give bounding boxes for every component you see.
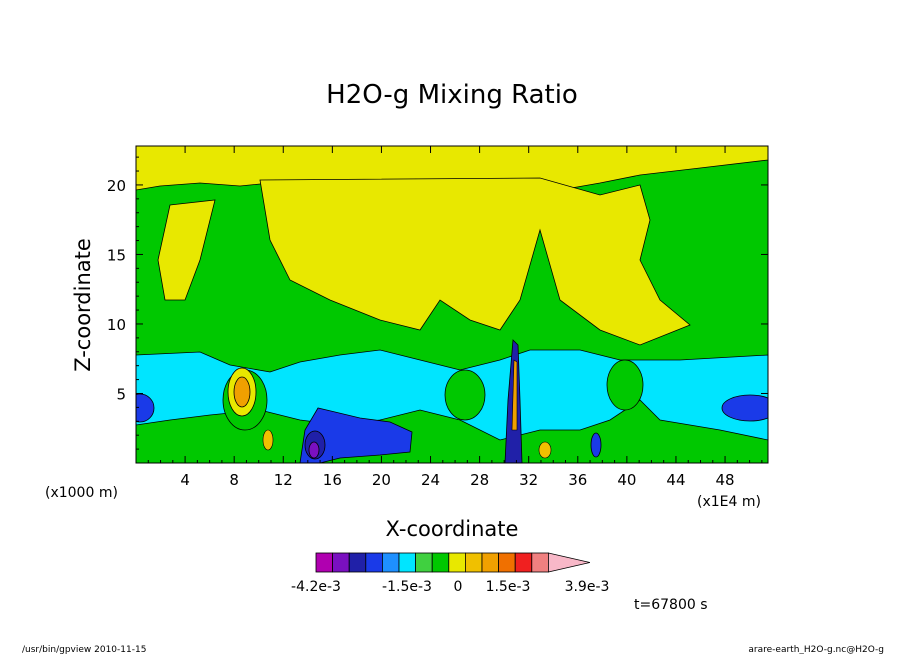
colorbar-swatch — [332, 552, 350, 573]
x-tick-label: 4 — [180, 471, 190, 489]
x-tick-label: 8 — [229, 471, 239, 489]
contour-blue-right — [721, 394, 768, 422]
colorbar-label: 0 — [454, 579, 463, 595]
x-tick-label: 16 — [323, 471, 342, 489]
contour-yellow-left — [157, 199, 216, 301]
x-tick-label: 12 — [274, 471, 293, 489]
colorbar-arrow — [548, 552, 590, 573]
colorbar-swatch — [431, 552, 450, 573]
contour-plume-orange — [511, 359, 518, 431]
x-unit-right: (x1E4 m) — [697, 494, 761, 510]
colorbar-swatch — [481, 552, 500, 573]
x-tick-label: 28 — [470, 471, 489, 489]
x-tick-label: 24 — [421, 471, 440, 489]
y-axis-label: Z-coordinate — [71, 238, 95, 372]
colorbar-swatch — [464, 552, 483, 573]
contour-purple-core — [308, 441, 320, 459]
contour-blue-left — [136, 393, 155, 423]
colorbar-swatch — [315, 552, 334, 573]
colorbar-swatch — [365, 552, 383, 573]
colorbar-swatch — [415, 552, 433, 573]
plot-area — [136, 146, 768, 463]
contour-orange-blob — [233, 376, 251, 408]
colorbar-label: 3.9e-3 — [565, 579, 610, 595]
y-axis: 5 10 15 20 — [107, 156, 768, 450]
colorbar — [315, 552, 590, 573]
contour-yellow-central — [259, 177, 691, 346]
contour-blue-lower — [299, 407, 413, 463]
time-label: t=67800 s — [634, 597, 708, 613]
x-axis-label: X-coordinate — [386, 517, 519, 541]
x-tick-label: 20 — [372, 471, 391, 489]
colorbar-label: -4.2e-3 — [291, 579, 341, 595]
y-tick-label: 20 — [107, 177, 126, 195]
contour-warm-spot — [538, 441, 552, 459]
contour-green-pocket — [606, 359, 644, 411]
colorbar-labels: -4.2e-3 -1.5e-3 0 1.5e-3 3.9e-3 — [291, 579, 609, 595]
colorbar-swatch — [531, 552, 549, 573]
contour-warm-spot — [262, 429, 274, 451]
contour-green-pocket — [444, 369, 486, 421]
colorbar-swatch — [348, 552, 367, 573]
colorbar-swatch — [514, 552, 533, 573]
colorbar-label: -1.5e-3 — [382, 579, 432, 595]
colorbar-swatch — [448, 552, 466, 573]
y-tick-label: 5 — [116, 385, 126, 403]
contour-blue-small — [590, 432, 602, 458]
plot-frame — [135, 145, 769, 464]
x-tick-label: 48 — [716, 471, 735, 489]
footer-right: arare-earth_H2O-g.nc@H2O-g — [748, 645, 884, 654]
x-tick-label: 40 — [617, 471, 636, 489]
colorbar-swatch — [398, 552, 417, 573]
colorbar-swatch — [498, 552, 516, 573]
chart-title: H2O-g Mixing Ratio — [326, 80, 578, 110]
y-tick-label: 15 — [107, 246, 126, 264]
footer-left: /usr/bin/gpview 2010-11-15 — [22, 645, 146, 654]
x-tick-label: 36 — [568, 471, 587, 489]
y-tick-label: 10 — [107, 316, 126, 334]
colorbar-label: 1.5e-3 — [486, 579, 531, 595]
x-axis: 4 8 12 16 20 24 28 32 36 40 44 48 — [147, 146, 763, 489]
colorbar-swatch — [381, 552, 400, 573]
x-unit-left: (x1000 m) — [45, 485, 118, 501]
x-tick-label: 32 — [519, 471, 538, 489]
x-tick-label: 44 — [666, 471, 685, 489]
